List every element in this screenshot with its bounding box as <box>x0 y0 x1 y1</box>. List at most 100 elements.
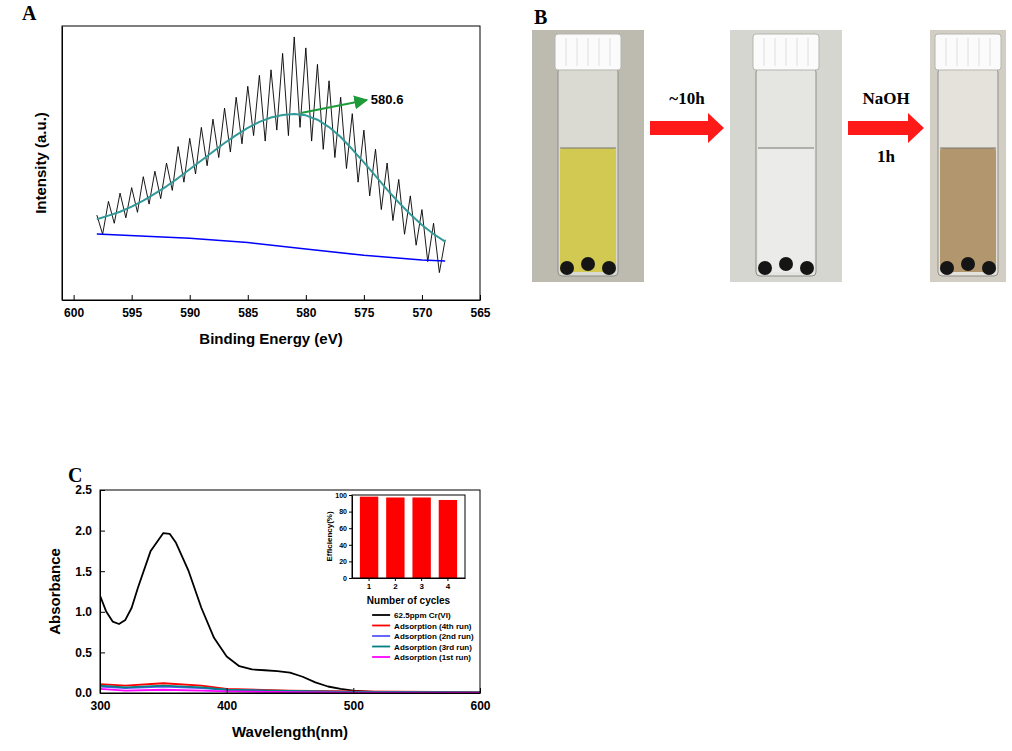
bead <box>779 257 793 271</box>
tick-label: 20 <box>339 558 347 565</box>
panel-label: A <box>22 2 37 24</box>
tick-mark <box>100 652 105 653</box>
tick: 600 <box>470 688 490 713</box>
tick-label: 2 <box>393 582 398 591</box>
tick: 60 <box>339 525 352 532</box>
panel-0: 600595590585580575570565Binding Energy (… <box>22 2 491 347</box>
tick-mark <box>364 295 365 300</box>
tick-label: 500 <box>344 699 364 713</box>
legend: 62.5ppm Cr(VI)Adsorption (4th run)Adsorp… <box>372 611 474 662</box>
cap-rib <box>588 38 589 66</box>
cap-rib <box>968 38 969 66</box>
legend-label: Adsorption (3rd run) <box>394 643 472 652</box>
photo-background <box>730 30 842 282</box>
tick-mark <box>349 561 352 562</box>
annotation-arrow <box>301 100 367 113</box>
photo-background <box>532 30 644 282</box>
legend-label: Adsorption (2nd run) <box>394 632 474 641</box>
panel-label: B <box>534 6 547 28</box>
tick: 1.5 <box>75 565 105 579</box>
tick: 0.0 <box>75 686 105 700</box>
legend-swatch <box>372 614 390 616</box>
legend-label: Adsorption (1st run) <box>394 653 471 662</box>
tick-label: 60 <box>339 525 347 532</box>
vial-liquid <box>940 148 996 272</box>
tick: 1 <box>367 578 372 591</box>
tick: 4 <box>446 578 451 591</box>
tick: 20 <box>339 558 352 565</box>
tick-mark <box>100 571 105 572</box>
legend-swatch <box>372 635 390 637</box>
tick-label: 590 <box>180 306 200 320</box>
vial-cap <box>935 34 1001 70</box>
cap-rib <box>808 38 809 66</box>
bead <box>982 261 996 275</box>
series-line <box>97 114 445 242</box>
cap-rib <box>990 38 991 66</box>
photo <box>532 30 644 282</box>
tick: 0 <box>343 575 352 582</box>
tick-mark <box>349 528 352 529</box>
tick-label: 2.0 <box>75 524 92 538</box>
tick-mark <box>100 490 105 491</box>
tick-mark <box>227 688 228 693</box>
vial-cap <box>753 34 819 70</box>
tick-mark <box>306 295 307 300</box>
bar <box>360 497 378 578</box>
bead <box>581 257 595 271</box>
tick-mark <box>100 612 105 613</box>
tick-mark <box>349 495 352 496</box>
meniscus <box>940 148 996 149</box>
meniscus <box>560 148 616 149</box>
bead <box>602 261 616 275</box>
tick-mark <box>132 295 133 300</box>
y-axis: 020406080100 <box>335 492 352 582</box>
axis-title: Absorbance <box>46 548 63 635</box>
axis-title: Efficiency(%) <box>325 511 334 562</box>
tick: 500 <box>344 688 364 713</box>
plot-area <box>360 497 457 578</box>
tick: 40 <box>339 542 352 549</box>
tick-label: 1.5 <box>75 565 92 579</box>
tick-mark <box>100 693 105 694</box>
plot-frame <box>352 495 465 578</box>
arrow <box>650 113 724 143</box>
tick: 2 <box>393 578 398 591</box>
tick-mark <box>480 688 481 693</box>
series-line <box>100 683 480 692</box>
tick-label: 100 <box>335 492 347 499</box>
tick: 580 <box>296 295 316 320</box>
tick: 1.0 <box>75 605 105 619</box>
photo <box>930 30 1006 282</box>
tick: 0.5 <box>75 646 105 660</box>
tick-label: 570 <box>412 306 432 320</box>
vial-liquid <box>560 148 616 272</box>
step-sublabel: 1h <box>877 147 896 166</box>
x-axis: 1234 <box>353 578 466 591</box>
tick: 565 <box>470 295 490 320</box>
tick-label: 1.0 <box>75 605 92 619</box>
tick-mark <box>100 531 105 532</box>
tick-mark <box>447 578 448 581</box>
bar <box>386 497 404 578</box>
cap-rib <box>797 38 798 66</box>
bead <box>758 261 772 275</box>
tick-label: 0 <box>343 575 347 582</box>
axis-title: Intensity (a.u.) <box>32 112 49 214</box>
meniscus <box>758 148 814 149</box>
cap-rib <box>957 38 958 66</box>
bead <box>961 257 975 271</box>
bead <box>560 261 574 275</box>
vial-glass <box>938 68 998 276</box>
vial-glass <box>756 68 816 276</box>
axis-line <box>63 300 481 301</box>
cap-rib <box>786 38 787 66</box>
annotation: 580.6 <box>371 92 404 107</box>
cap-rib <box>610 38 611 66</box>
tick-mark <box>369 578 370 581</box>
y-axis <box>62 27 63 301</box>
tick-label: 0.0 <box>75 686 92 700</box>
series-line <box>97 234 445 261</box>
legend-swatch <box>372 656 390 658</box>
inset-background <box>322 492 469 605</box>
